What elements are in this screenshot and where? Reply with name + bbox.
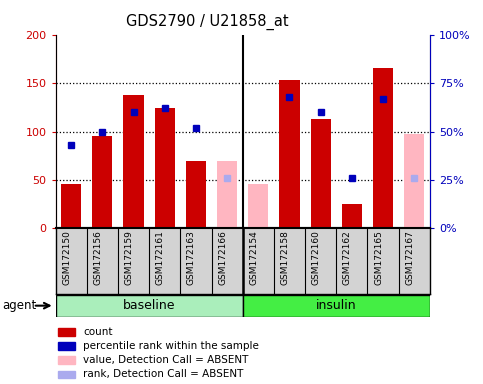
Text: GSM172161: GSM172161 — [156, 230, 165, 285]
Text: value, Detection Call = ABSENT: value, Detection Call = ABSENT — [83, 355, 248, 365]
Bar — [57, 371, 75, 379]
Bar — [186, 161, 206, 228]
Text: GDS2790 / U21858_at: GDS2790 / U21858_at — [127, 13, 289, 30]
Bar — [217, 161, 237, 228]
Bar — [56, 35, 87, 228]
Bar — [149, 35, 180, 228]
Bar — [57, 342, 75, 350]
Text: insulin: insulin — [316, 299, 356, 312]
Bar — [57, 356, 75, 364]
Bar — [274, 35, 305, 228]
Text: rank, Detection Call = ABSENT: rank, Detection Call = ABSENT — [83, 369, 243, 379]
Bar — [242, 295, 430, 317]
Bar — [87, 35, 118, 228]
Bar — [57, 328, 75, 336]
Bar — [368, 35, 398, 228]
Bar — [279, 80, 299, 228]
Bar — [248, 184, 269, 228]
Text: GSM172162: GSM172162 — [343, 230, 352, 285]
Bar — [56, 295, 242, 317]
Bar — [398, 35, 430, 228]
Text: baseline: baseline — [123, 299, 175, 312]
Text: GSM172163: GSM172163 — [187, 230, 196, 285]
Bar — [311, 119, 331, 228]
Text: GSM172154: GSM172154 — [249, 230, 258, 285]
Bar — [404, 134, 425, 228]
Bar — [305, 35, 336, 228]
Bar — [155, 108, 175, 228]
Text: GSM172150: GSM172150 — [62, 230, 71, 285]
Text: GSM172158: GSM172158 — [281, 230, 289, 285]
Bar — [92, 136, 113, 228]
Bar — [123, 95, 143, 228]
Bar — [118, 35, 149, 228]
Text: percentile rank within the sample: percentile rank within the sample — [83, 341, 259, 351]
Bar — [242, 35, 274, 228]
Text: GSM172156: GSM172156 — [93, 230, 102, 285]
Text: GSM172167: GSM172167 — [405, 230, 414, 285]
Bar — [180, 35, 212, 228]
Text: count: count — [83, 327, 113, 337]
Bar — [336, 35, 368, 228]
Text: GSM172166: GSM172166 — [218, 230, 227, 285]
Bar — [373, 68, 393, 228]
Bar — [342, 204, 362, 228]
Bar — [212, 35, 242, 228]
Bar — [61, 184, 81, 228]
Text: agent: agent — [2, 299, 37, 312]
Text: GSM172160: GSM172160 — [312, 230, 321, 285]
Text: GSM172165: GSM172165 — [374, 230, 383, 285]
Text: GSM172159: GSM172159 — [125, 230, 133, 285]
